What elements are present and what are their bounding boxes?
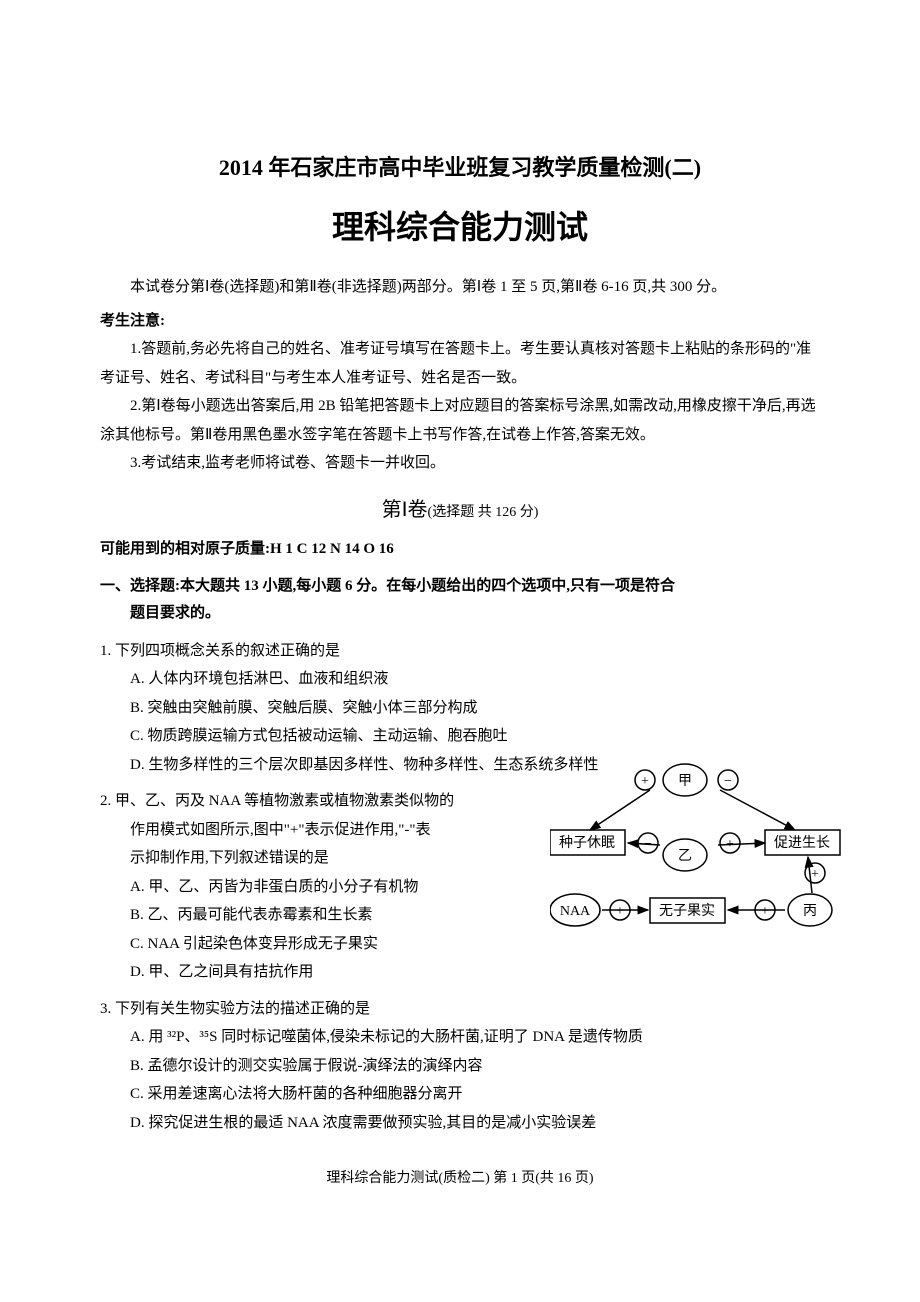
q1-option-b: B. 突触由突触前膜、突触后膜、突触小体三部分构成: [130, 694, 820, 723]
q2-option-a: A. 甲、乙、丙皆为非蛋白质的小分子有机物: [130, 873, 520, 902]
q2-diagram: 甲 + − 种子休眠 乙 − +: [550, 755, 850, 935]
minus-icon: −: [724, 774, 732, 789]
page-footer: 理科综合能力测试(质检二) 第 1 页(共 16 页): [100, 1167, 820, 1187]
q2-stem-3: 示抑制作用,下列叙述错误的是: [130, 844, 520, 873]
plus-icon: +: [616, 904, 624, 919]
q3-option-c: C. 采用差速离心法将大肠杆菌的各种细胞器分离开: [130, 1080, 820, 1109]
question-3: 3. 下列有关生物实验方法的描述正确的是 A. 用 ³²P、³⁵S 同时标记噬菌…: [100, 995, 820, 1138]
diagram-node-seed: 种子休眠: [559, 835, 615, 851]
q3-option-d: D. 探究促进生根的最适 NAA 浓度需要做预实验,其目的是减小实验误差: [130, 1109, 820, 1138]
exam-main-title: 理科综合能力测试: [100, 202, 820, 248]
plus-icon: +: [761, 904, 769, 919]
q2-option-b: B. 乙、丙最可能代表赤霉素和生长素: [130, 901, 520, 930]
intro-p1: 本试卷分第Ⅰ卷(选择题)和第Ⅱ卷(非选择题)两部分。第Ⅰ卷 1 至 5 页,第Ⅱ…: [100, 273, 820, 302]
qs-title-line2: 题目要求的。: [100, 600, 820, 627]
section-1-main: 第Ⅰ卷: [382, 499, 428, 521]
diagram-node-jia: 甲: [678, 774, 692, 789]
diagram-node-yi: 乙: [678, 848, 692, 864]
section-1-sub: (选择题 共 126 分): [428, 505, 539, 520]
plus-icon: +: [811, 867, 819, 882]
plus-icon: +: [641, 774, 649, 789]
q1-option-c: C. 物质跨膜运输方式包括被动运输、主动运输、胞吞胞吐: [130, 722, 820, 751]
diagram-node-growth: 促进生长: [774, 835, 830, 851]
diagram-node-bing: 丙: [803, 904, 817, 919]
atomic-mass: 可能用到的相对原子质量:H 1 C 12 N 14 O 16: [100, 537, 820, 558]
q2-stem-2: 作用模式如图所示,图中"+"表示促进作用,"-"表: [130, 816, 520, 845]
q3-option-a: A. 用 ³²P、³⁵S 同时标记噬菌体,侵染未标记的大肠杆菌,证明了 DNA …: [130, 1023, 820, 1052]
qs-title-line1: 一、选择题:本大题共 13 小题,每小题 6 分。在每小题给出的四个选项中,只有…: [100, 578, 675, 594]
section-1-title: 第Ⅰ卷(选择题 共 126 分): [100, 493, 820, 522]
question-section-title: 一、选择题:本大题共 13 小题,每小题 6 分。在每小题给出的四个选项中,只有…: [100, 573, 820, 627]
q3-stem: 3. 下列有关生物实验方法的描述正确的是: [100, 995, 820, 1024]
diagram-node-fruit: 无子果实: [659, 903, 715, 919]
notice-title: 考生注意:: [100, 307, 820, 336]
q2-option-c: C. NAA 引起染色体变异形成无子果实: [130, 930, 520, 959]
q1-stem: 1. 下列四项概念关系的叙述正确的是: [100, 637, 820, 666]
q3-option-b: B. 孟德尔设计的测交实验属于假说-演绎法的演绎内容: [130, 1052, 820, 1081]
notice-1: 1.答题前,务必先将自己的姓名、准考证号填写在答题卡上。考生要认真核对答题卡上粘…: [100, 335, 820, 392]
q1-option-a: A. 人体内环境包括淋巴、血液和组织液: [130, 665, 820, 694]
notice-2: 2.第Ⅰ卷每小题选出答案后,用 2B 铅笔把答题卡上对应题目的答案标号涂黑,如需…: [100, 392, 820, 449]
notice-3: 3.考试结束,监考老师将试卷、答题卡一并收回。: [100, 449, 820, 478]
diagram-node-naa: NAA: [560, 904, 591, 919]
q2-option-d: D. 甲、乙之间具有拮抗作用: [130, 958, 520, 987]
exam-subtitle: 2014 年石家庄市高中毕业班复习教学质量检测(二): [100, 150, 820, 182]
intro-section: 本试卷分第Ⅰ卷(选择题)和第Ⅱ卷(非选择题)两部分。第Ⅰ卷 1 至 5 页,第Ⅱ…: [100, 273, 820, 478]
